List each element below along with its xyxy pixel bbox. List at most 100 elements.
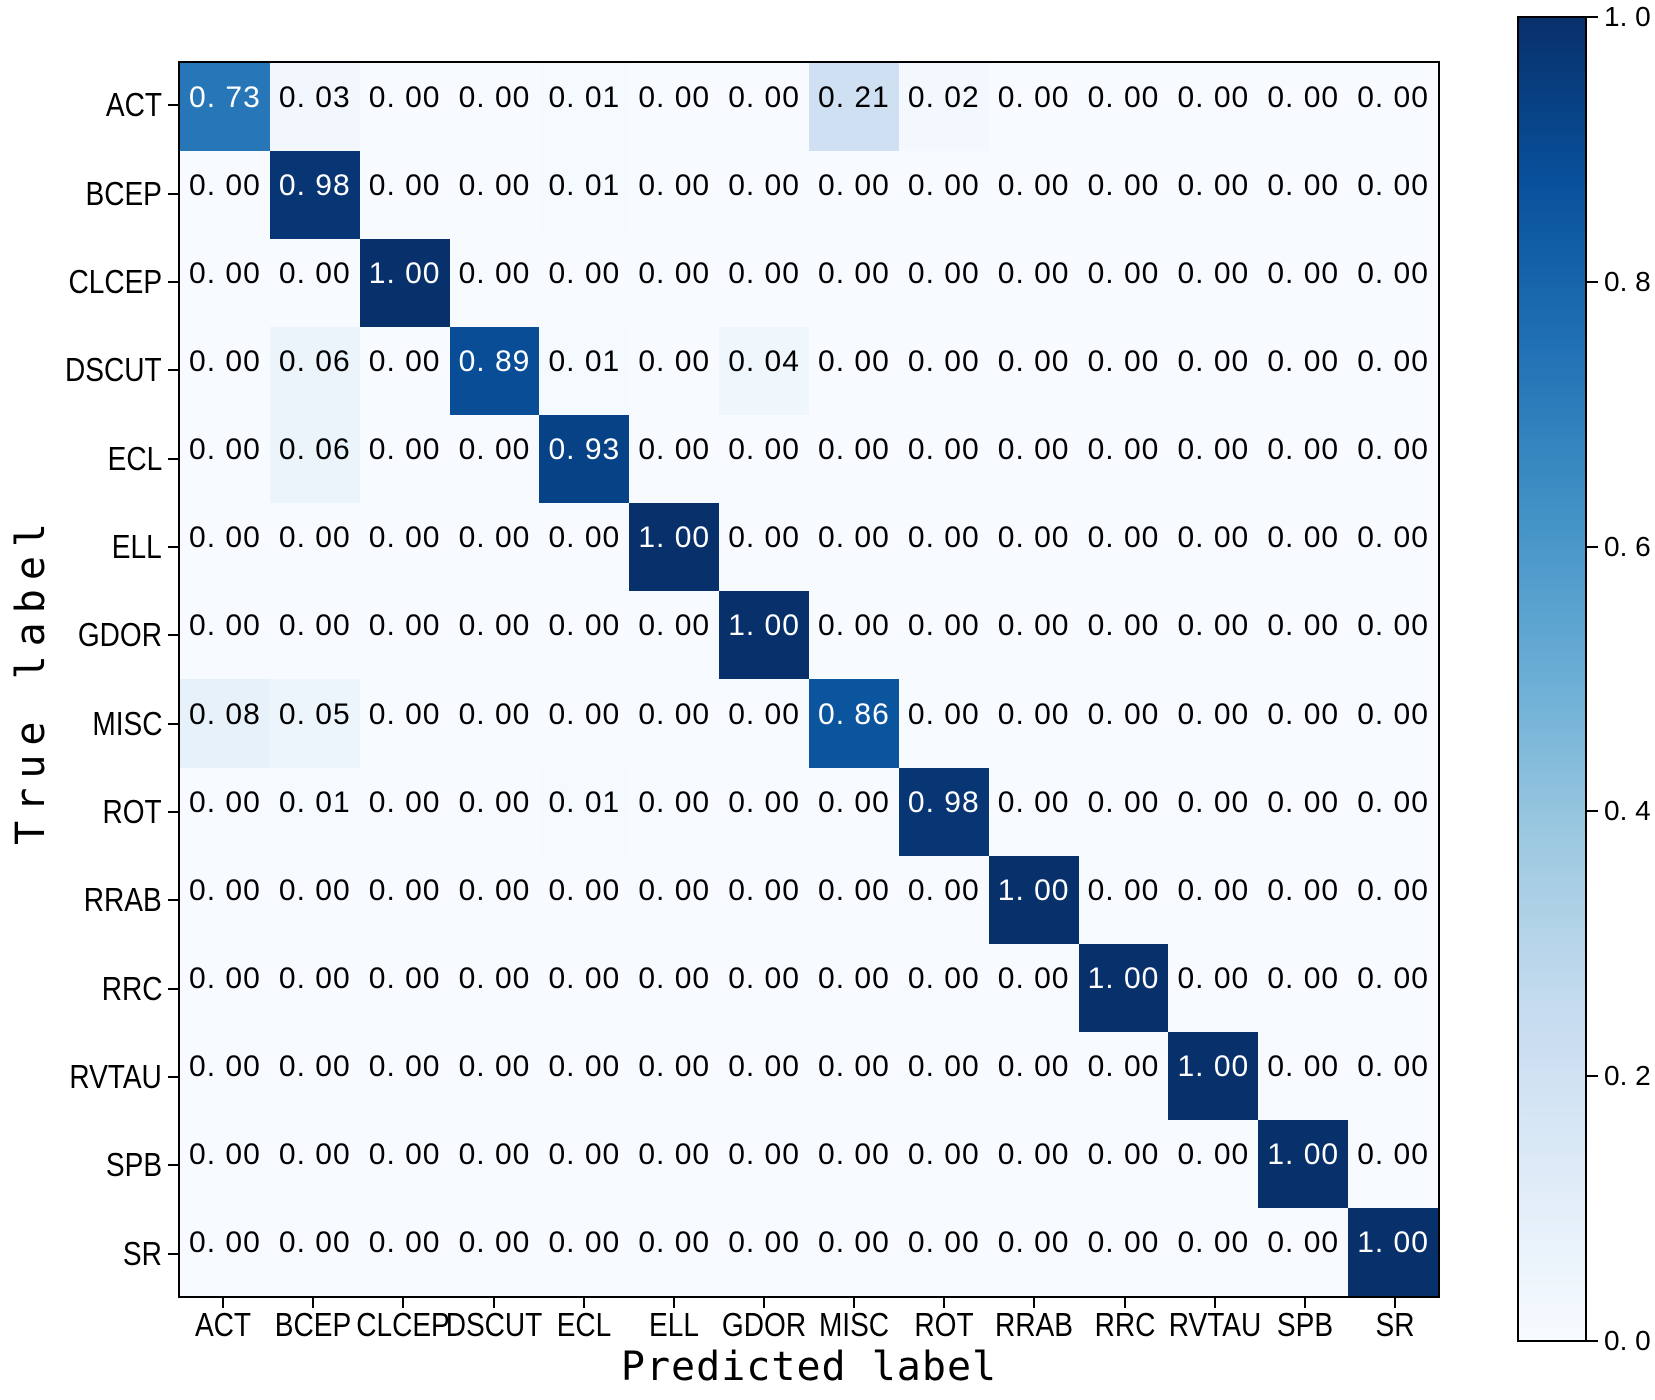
cell-value: 0. 00: [1177, 257, 1250, 291]
matrix-cell: 0. 00: [808, 943, 899, 1032]
matrix-cell: 0. 00: [1258, 415, 1349, 504]
cell-value: 0. 00: [997, 433, 1070, 467]
matrix-cell: 0. 00: [719, 1119, 809, 1208]
cell-value: 0. 00: [638, 257, 711, 291]
matrix-cell: 0. 00: [808, 1207, 899, 1296]
matrix-cell: 0. 00: [629, 327, 720, 416]
cell-value: 0. 00: [1177, 169, 1250, 203]
cell-value: 0. 00: [997, 169, 1070, 203]
matrix-cell: 0. 00: [898, 943, 989, 1032]
cell-value: 0. 00: [189, 433, 261, 467]
y-tick-mark: [168, 1164, 178, 1167]
matrix-cell: 0. 00: [898, 151, 989, 240]
cell-value: 0. 00: [278, 1137, 351, 1171]
x-tick-mark: [312, 1298, 315, 1308]
cell-value: 0. 00: [1267, 1225, 1340, 1259]
cell-value: 0. 00: [818, 873, 890, 907]
x-tick-label: RRC: [1094, 1306, 1155, 1343]
cell-value: 0. 00: [1267, 1049, 1340, 1083]
cell-value: 0. 00: [1177, 1137, 1250, 1171]
x-tick-label: SR: [1375, 1306, 1415, 1343]
cell-value: 0. 00: [1357, 785, 1429, 819]
matrix-cell: 0. 06: [269, 415, 360, 504]
matrix-cell: 0. 98: [898, 767, 989, 856]
cell-value: 0. 00: [997, 1137, 1070, 1171]
cell-value: 0. 00: [997, 1049, 1070, 1083]
cell-value: 0. 00: [638, 873, 711, 907]
cell-value: 0. 01: [548, 785, 621, 819]
cell-value: 0. 00: [1087, 81, 1160, 115]
cell-value: 0. 00: [548, 697, 621, 731]
cell-value: 0. 00: [368, 609, 441, 643]
matrix-cell: 0. 00: [1168, 679, 1259, 768]
x-tick-label: SPB: [1276, 1306, 1333, 1343]
x-tick-mark: [1303, 1298, 1306, 1308]
matrix-cell: 0. 00: [719, 239, 809, 328]
cell-value: 0. 00: [907, 961, 980, 995]
matrix-cell: 0. 89: [449, 327, 540, 416]
matrix-cell: 0. 00: [539, 1119, 630, 1208]
cell-value: 0. 00: [1177, 345, 1250, 379]
cell-value: 0. 00: [189, 1137, 261, 1171]
cell-value: 0. 00: [997, 961, 1070, 995]
cell-value: 0. 00: [728, 521, 800, 555]
cell-value: 1. 00: [638, 521, 711, 555]
matrix-cell: 0. 00: [1078, 679, 1169, 768]
matrix-cell: 0. 00: [1168, 1119, 1259, 1208]
cell-value: 0. 00: [458, 1137, 531, 1171]
cell-value: 0. 00: [1087, 521, 1160, 555]
matrix-cell: 0. 00: [1168, 1207, 1259, 1296]
y-tick-mark: [168, 369, 178, 372]
cell-value: 0. 00: [638, 961, 711, 995]
cell-value: 0. 00: [548, 257, 621, 291]
matrix-cell: 0. 00: [1348, 503, 1438, 592]
matrix-cell: 0. 00: [1258, 239, 1349, 328]
cell-value: 0. 00: [1357, 609, 1429, 643]
cell-value: 0. 00: [728, 433, 800, 467]
matrix-cell: 0. 00: [988, 503, 1079, 592]
x-tick-mark: [1033, 1298, 1036, 1308]
x-tick-labels: ACT BCEP CLCEP DSCUT ECL ELL GDOR MISC ROT RRAB RR…: [178, 1306, 1440, 1346]
cell-value: 0. 00: [728, 169, 800, 203]
x-tick-label: ECL: [556, 1306, 611, 1343]
cell-value: 0. 00: [1267, 433, 1340, 467]
x-axis-title: Predicted label: [620, 1344, 998, 1390]
cell-value: 1. 00: [997, 873, 1070, 907]
matrix-cell: 0. 00: [449, 239, 540, 328]
matrix-cell: 0. 05: [269, 679, 360, 768]
matrix-cell: 0. 00: [1258, 767, 1349, 856]
colorbar-tick-label: 0. 6: [1604, 530, 1651, 562]
matrix-cell: 1. 00: [629, 503, 720, 592]
cell-value: 0. 00: [818, 785, 890, 819]
matrix-cell: 1. 00: [1078, 943, 1169, 1032]
matrix-cell: 0. 00: [539, 943, 630, 1032]
cell-value: 0. 00: [1087, 433, 1160, 467]
cell-value: 0. 00: [907, 433, 980, 467]
cell-value: 0. 00: [1087, 257, 1160, 291]
matrix-cell: 0. 00: [539, 679, 630, 768]
matrix-cell: 0. 00: [180, 415, 270, 504]
y-tick-label: RRC: [101, 969, 162, 1007]
cell-value: 0. 00: [1267, 873, 1340, 907]
matrix-cell: 0. 00: [1348, 1119, 1438, 1208]
cell-value: 0. 00: [548, 961, 621, 995]
colorbar-tick-label: 0. 4: [1604, 795, 1651, 827]
cell-value: 0. 00: [818, 1137, 890, 1171]
cell-value: 0. 00: [1087, 1225, 1160, 1259]
x-tick-mark: [853, 1298, 856, 1308]
matrix-cell: 0. 00: [898, 1031, 989, 1120]
colorbar-tick-label: 1. 0: [1604, 1, 1651, 32]
matrix-cell: 0. 06: [269, 327, 360, 416]
matrix-cell: 0. 00: [539, 239, 630, 328]
x-tick-label: ROT: [914, 1306, 974, 1343]
matrix-cell: 0. 00: [1168, 767, 1259, 856]
cell-value: 0. 00: [997, 609, 1070, 643]
cell-value: 0. 00: [458, 1225, 531, 1259]
matrix-cell: 0. 00: [449, 1031, 540, 1120]
matrix-cell: 0. 00: [1078, 855, 1169, 944]
matrix-cell: 0. 00: [1348, 591, 1438, 680]
matrix-cell: 0. 00: [808, 327, 899, 416]
cell-value: 0. 06: [278, 345, 351, 379]
matrix-cell: 0. 00: [1348, 1031, 1438, 1120]
